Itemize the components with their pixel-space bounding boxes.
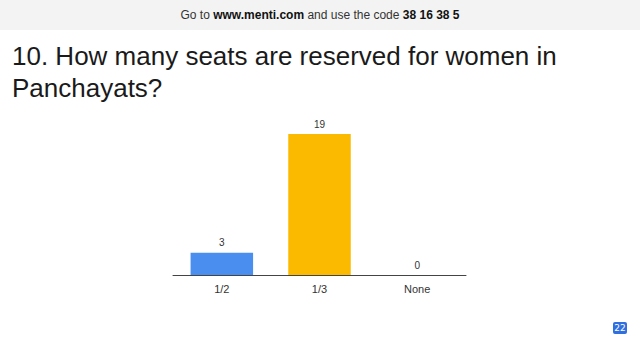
svg-text:19: 19 xyxy=(314,119,326,130)
svg-text:1/3: 1/3 xyxy=(312,283,327,295)
svg-text:1/2: 1/2 xyxy=(214,283,229,295)
svg-text:3: 3 xyxy=(219,237,225,248)
html-text:10. How many seats are reserve: 10. How many seats are reserved for wome… xyxy=(12,41,557,103)
html-text:22: 22 xyxy=(614,323,626,333)
svg-text:0: 0 xyxy=(414,260,420,271)
svg-text:None: None xyxy=(404,283,430,295)
html-text:Go to www.menti.com and use th: Go to www.menti.com and use the code 38 … xyxy=(180,8,460,22)
